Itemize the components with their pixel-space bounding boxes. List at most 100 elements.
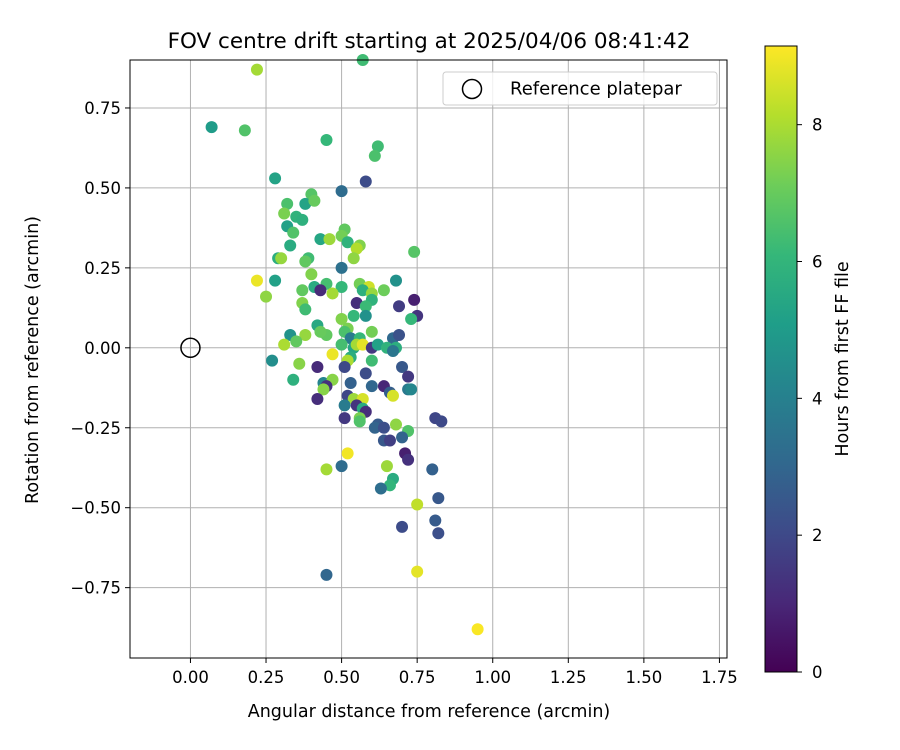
colorbar-tick-label: 8 — [812, 116, 823, 135]
data-point — [368, 149, 381, 162]
data-point — [320, 568, 333, 581]
data-point — [371, 338, 384, 351]
data-point — [326, 287, 339, 300]
data-point — [205, 121, 218, 134]
y-tick-label: 0.50 — [84, 179, 121, 198]
data-point — [435, 415, 448, 428]
legend-label-reference: Reference platepar — [510, 79, 682, 100]
data-point — [405, 383, 418, 396]
data-point — [317, 383, 330, 396]
data-point — [326, 348, 339, 361]
colorbar-gradient — [764, 45, 798, 673]
data-point — [250, 63, 263, 76]
data-point — [314, 233, 327, 246]
data-point — [250, 274, 263, 287]
data-point — [260, 290, 273, 303]
plot-frame — [129, 59, 728, 659]
x-tick-label: 0.50 — [323, 668, 360, 687]
colorbar-label: Hours from first FF file — [833, 261, 853, 456]
legend-marker-reference — [461, 78, 483, 100]
data-point — [338, 412, 351, 425]
data-point — [408, 245, 421, 258]
axes: 0.00 0.25 0.50 0.75 1.00 1.25 1.50 1.75 −0.75 −0.… — [70, 59, 738, 687]
x-axis-label: Angular distance from reference (arcmin) — [248, 702, 611, 722]
grid — [130, 60, 727, 658]
y-tick-label: 0.25 — [84, 259, 121, 278]
colorbar: 0 2 4 6 8 — [764, 45, 823, 682]
data-point — [320, 133, 333, 146]
data-point — [390, 274, 403, 287]
data-point — [299, 255, 312, 268]
data-point — [341, 447, 354, 460]
data-point — [314, 325, 327, 338]
data-point — [347, 252, 360, 265]
data-point — [353, 415, 366, 428]
data-point — [278, 338, 291, 351]
data-point — [338, 399, 351, 412]
data-point — [386, 389, 399, 402]
data-point — [411, 498, 424, 511]
data-point — [377, 284, 390, 297]
colorbar-tick-label: 4 — [812, 389, 823, 408]
data-point — [393, 300, 406, 313]
data-point — [471, 623, 484, 636]
y-tick-label: 0.75 — [84, 99, 121, 118]
data-point — [335, 185, 348, 198]
data-point — [386, 345, 399, 358]
data-point — [350, 297, 363, 310]
data-point — [359, 367, 372, 380]
data-point — [359, 175, 372, 188]
colorbar-tick-label: 2 — [812, 526, 823, 545]
data-point — [275, 252, 288, 265]
x-tick-label: 1.25 — [550, 668, 587, 687]
data-point — [293, 357, 306, 370]
data-point — [408, 293, 421, 306]
data-point — [290, 335, 303, 348]
data-point — [314, 284, 327, 297]
data-point — [371, 140, 384, 153]
data-point — [299, 329, 312, 342]
data-point — [287, 226, 300, 239]
data-point — [299, 197, 312, 210]
data-point — [311, 360, 324, 373]
y-tick-label: −0.25 — [70, 419, 121, 438]
data-point — [393, 329, 406, 342]
colorbar-tick-label: 0 — [812, 663, 823, 682]
data-point — [305, 268, 318, 281]
data-point — [402, 370, 415, 383]
data-point — [380, 460, 393, 473]
data-point — [356, 338, 369, 351]
data-point — [383, 434, 396, 447]
data-point — [359, 309, 372, 322]
data-point — [284, 239, 297, 252]
data-point — [365, 325, 378, 338]
data-point — [335, 261, 348, 274]
data-point — [296, 213, 309, 226]
legend-box — [442, 71, 718, 106]
data-point — [383, 479, 396, 492]
data-point — [266, 354, 279, 367]
data-point — [311, 392, 324, 405]
x-tick-label: 1.00 — [474, 668, 511, 687]
data-point — [350, 242, 363, 255]
data-point — [365, 354, 378, 367]
data-point — [368, 421, 381, 434]
data-point — [335, 281, 348, 294]
data-point — [308, 194, 321, 207]
data-point — [411, 565, 424, 578]
x-tick-label: 1.75 — [701, 668, 738, 687]
reference-platepar-marker — [180, 337, 201, 359]
data-point — [320, 463, 333, 476]
data-point — [432, 492, 445, 505]
data-point — [396, 520, 409, 533]
y-tick-label: 0.00 — [84, 339, 121, 358]
data-point — [335, 338, 348, 351]
data-point — [374, 482, 387, 495]
data-point — [426, 463, 439, 476]
data-point — [338, 360, 351, 373]
y-tick-label: −0.50 — [70, 499, 121, 518]
x-tick-label: 0.00 — [172, 668, 209, 687]
data-point — [335, 460, 348, 473]
data-point — [299, 303, 312, 316]
